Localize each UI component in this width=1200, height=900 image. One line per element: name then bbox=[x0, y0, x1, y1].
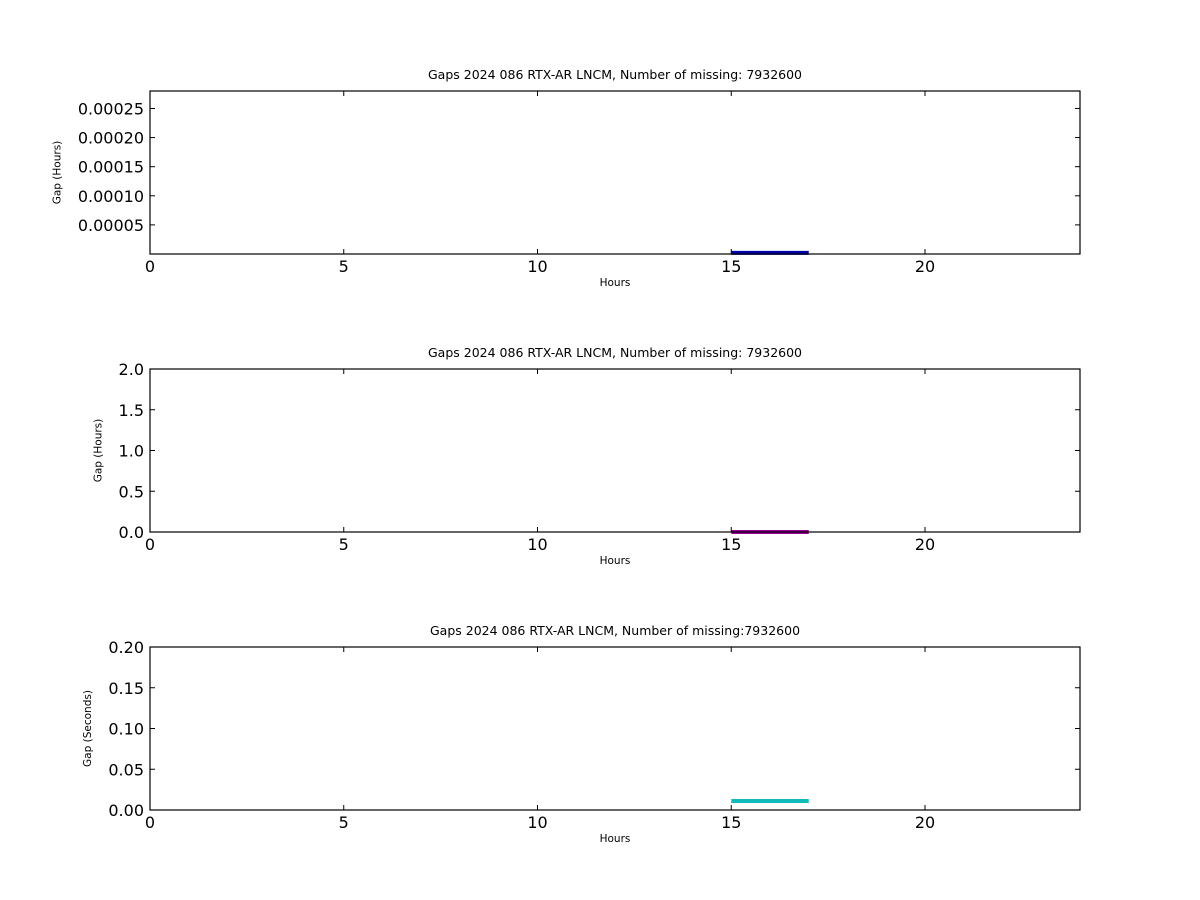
x-tick-label: 20 bbox=[915, 535, 935, 554]
x-tick-label: 20 bbox=[915, 813, 935, 832]
x-tick-label: 0 bbox=[145, 813, 155, 832]
y-tick-label: 0.00 bbox=[108, 801, 144, 820]
plot-frame bbox=[149, 646, 1081, 811]
plot-frame bbox=[149, 368, 1081, 533]
y-tick-label: 1.0 bbox=[119, 442, 144, 461]
x-tick-label: 0 bbox=[145, 257, 155, 276]
plot-frame bbox=[149, 90, 1081, 255]
x-tick-label: 15 bbox=[721, 535, 741, 554]
x-axis-label: Hours bbox=[600, 277, 631, 289]
y-tick-label: 0.00015 bbox=[78, 158, 144, 177]
y-axis-label: Gap (Seconds) bbox=[82, 690, 94, 767]
x-tick-label: 5 bbox=[339, 813, 349, 832]
y-tick-label: 0.00005 bbox=[78, 216, 144, 235]
x-tick-label: 15 bbox=[721, 257, 741, 276]
chart-title: Gaps 2024 086 RTX-AR LNCM, Number of mis… bbox=[428, 67, 802, 82]
y-tick-label: 0.5 bbox=[119, 482, 144, 501]
y-tick-label: 0.0 bbox=[119, 523, 144, 542]
y-axis-label: Gap (Hours) bbox=[52, 141, 64, 205]
chart-panel-2: Gaps 2024 086 RTX-AR LNCM, Number of mis… bbox=[92, 345, 1081, 567]
chart-title: Gaps 2024 086 RTX-AR LNCM, Number of mis… bbox=[430, 623, 800, 638]
x-tick-label: 10 bbox=[527, 535, 547, 554]
y-tick-label: 0.10 bbox=[108, 720, 144, 739]
y-tick-label: 0.05 bbox=[108, 760, 144, 779]
x-tick-label: 5 bbox=[339, 257, 349, 276]
x-tick-label: 10 bbox=[527, 257, 547, 276]
y-axis-label: Gap (Hours) bbox=[92, 419, 104, 483]
y-tick-label: 0.15 bbox=[108, 679, 144, 698]
x-tick-label: 15 bbox=[721, 813, 741, 832]
y-tick-label: 1.5 bbox=[119, 401, 144, 420]
x-tick-label: 20 bbox=[915, 257, 935, 276]
chart-title: Gaps 2024 086 RTX-AR LNCM, Number of mis… bbox=[428, 345, 802, 360]
x-tick-label: 10 bbox=[527, 813, 547, 832]
x-tick-label: 0 bbox=[145, 535, 155, 554]
y-tick-label: 2.0 bbox=[119, 360, 144, 379]
y-tick-label: 0.20 bbox=[108, 638, 144, 657]
y-tick-label: 0.00020 bbox=[78, 129, 144, 148]
y-tick-label: 0.00025 bbox=[78, 99, 144, 118]
chart-panel-1: Gaps 2024 086 RTX-AR LNCM, Number of mis… bbox=[52, 67, 1081, 289]
y-tick-label: 0.00010 bbox=[78, 187, 144, 206]
x-axis-label: Hours bbox=[600, 555, 631, 567]
x-tick-label: 5 bbox=[339, 535, 349, 554]
x-axis-label: Hours bbox=[600, 833, 631, 845]
chart-panel-3: Gaps 2024 086 RTX-AR LNCM, Number of mis… bbox=[82, 623, 1081, 845]
